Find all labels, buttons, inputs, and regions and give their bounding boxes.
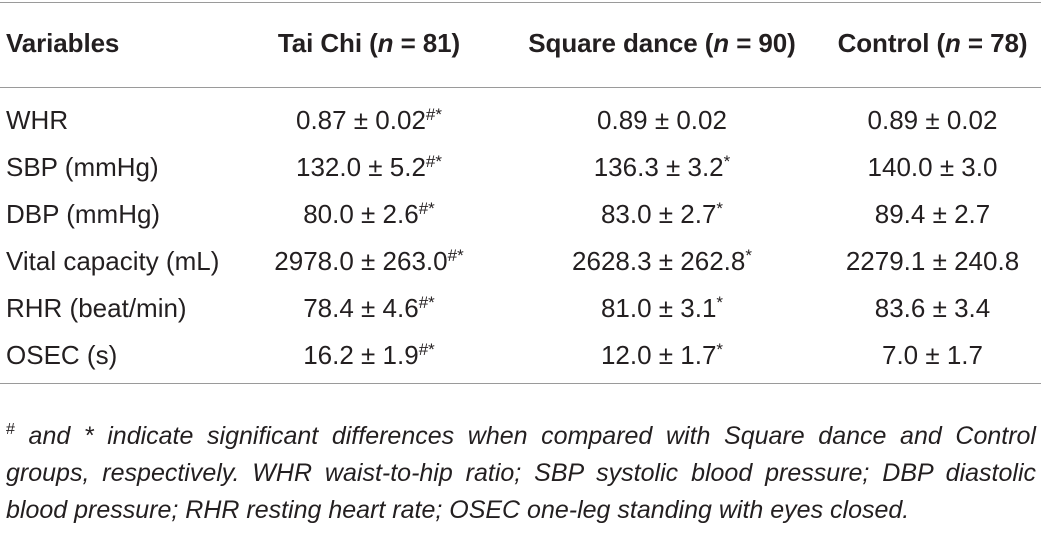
cell-square-dance: 136.3 ± 3.2* bbox=[500, 144, 824, 191]
significance-mark: #* bbox=[418, 199, 435, 218]
cell-variable: WHR bbox=[6, 105, 69, 135]
bottom-rule bbox=[0, 383, 1041, 384]
cell-value: 12.0 ± 1.7 bbox=[600, 340, 717, 370]
table-row: OSEC (s) 16.2 ± 1.9#* 12.0 ± 1.7* 7.0 ± … bbox=[0, 332, 1041, 379]
cell-value: 136.3 ± 3.2 bbox=[593, 152, 724, 182]
cell-tai-chi: 0.87 ± 0.02#* bbox=[238, 86, 500, 144]
cell-square-dance: 83.0 ± 2.7* bbox=[500, 191, 824, 238]
significance-mark: * bbox=[716, 199, 724, 218]
table-row: RHR (beat/min) 78.4 ± 4.6#* 81.0 ± 3.1* … bbox=[0, 285, 1041, 332]
cell-square-dance: 0.89 ± 0.02 bbox=[500, 86, 824, 144]
table-row: Vital capacity (mL) 2978.0 ± 263.0#* 262… bbox=[0, 238, 1041, 285]
cell-variable: DBP (mmHg) bbox=[6, 199, 161, 229]
header-rule bbox=[0, 87, 1041, 88]
footnote-text: and * indicate significant differences w… bbox=[6, 422, 1036, 524]
header-tai-chi-n: n bbox=[377, 27, 394, 58]
header-tai-chi: Tai Chi (n = 81) bbox=[238, 0, 500, 86]
table-footnote: # and * indicate significant differences… bbox=[6, 418, 1036, 529]
cell-control: 0.89 ± 0.02 bbox=[867, 105, 998, 135]
cell-square-dance: 12.0 ± 1.7* bbox=[500, 332, 824, 379]
top-rule bbox=[0, 2, 1041, 3]
cell-variable: SBP (mmHg) bbox=[6, 152, 159, 182]
cell-value: 2978.0 ± 263.0 bbox=[274, 246, 448, 276]
cell-variable: OSEC (s) bbox=[6, 340, 118, 370]
results-table: Variables Tai Chi (n = 81) Square dance … bbox=[0, 0, 1041, 379]
header-square-dance: Square dance (n = 90) bbox=[500, 0, 824, 86]
cell-square-dance: 2628.3 ± 262.8* bbox=[500, 238, 824, 285]
cell-value: 16.2 ± 1.9 bbox=[303, 340, 419, 370]
header-square-dance-n: n bbox=[713, 27, 730, 58]
cell-tai-chi: 80.0 ± 2.6#* bbox=[238, 191, 500, 238]
significance-mark: * bbox=[723, 152, 731, 171]
header-control-count: = 78) bbox=[960, 27, 1028, 58]
significance-mark: * bbox=[716, 293, 724, 312]
cell-control: 89.4 ± 2.7 bbox=[874, 199, 991, 229]
significance-mark: #* bbox=[425, 105, 442, 124]
cell-control: 83.6 ± 3.4 bbox=[874, 293, 991, 323]
cell-value: 2628.3 ± 262.8 bbox=[572, 246, 746, 276]
cell-control: 2279.1 ± 240.8 bbox=[845, 246, 1020, 276]
header-square-dance-label: Square dance ( bbox=[528, 27, 714, 58]
significance-mark: * bbox=[716, 340, 724, 359]
footnote-symbol: # bbox=[6, 421, 15, 438]
cell-tai-chi: 132.0 ± 5.2#* bbox=[238, 144, 500, 191]
header-variables: Variables bbox=[6, 27, 120, 58]
cell-variable: RHR (beat/min) bbox=[6, 293, 187, 323]
cell-value: 132.0 ± 5.2 bbox=[295, 152, 426, 182]
significance-mark: #* bbox=[418, 340, 435, 359]
header-row: Variables Tai Chi (n = 81) Square dance … bbox=[0, 0, 1041, 86]
significance-mark: * bbox=[745, 246, 752, 265]
header-control: Control (n = 78) bbox=[824, 0, 1041, 86]
cell-tai-chi: 2978.0 ± 263.0#* bbox=[238, 238, 500, 285]
header-control-label: Control ( bbox=[837, 27, 946, 58]
cell-value: 0.87 ± 0.02 bbox=[295, 105, 426, 135]
table-row: WHR 0.87 ± 0.02#* 0.89 ± 0.02 0.89 ± 0.0… bbox=[0, 86, 1041, 144]
cell-value: 80.0 ± 2.6 bbox=[303, 199, 419, 229]
cell-control: 7.0 ± 1.7 bbox=[881, 340, 983, 370]
cell-control: 140.0 ± 3.0 bbox=[867, 152, 998, 182]
header-tai-chi-count: = 81) bbox=[393, 27, 461, 58]
significance-mark: #* bbox=[425, 152, 442, 171]
cell-value: 0.89 ± 0.02 bbox=[597, 105, 727, 135]
header-control-n: n bbox=[945, 27, 961, 58]
header-square-dance-count: = 90) bbox=[729, 27, 796, 58]
cell-square-dance: 81.0 ± 3.1* bbox=[500, 285, 824, 332]
cell-value: 78.4 ± 4.6 bbox=[303, 293, 419, 323]
significance-mark: #* bbox=[447, 246, 464, 265]
cell-tai-chi: 78.4 ± 4.6#* bbox=[238, 285, 500, 332]
header-tai-chi-label: Tai Chi ( bbox=[277, 27, 378, 58]
cell-variable: Vital capacity (mL) bbox=[6, 246, 220, 276]
cell-value: 81.0 ± 3.1 bbox=[600, 293, 717, 323]
table-row: SBP (mmHg) 132.0 ± 5.2#* 136.3 ± 3.2* 14… bbox=[0, 144, 1041, 191]
cell-value: 83.0 ± 2.7 bbox=[600, 199, 717, 229]
table-row: DBP (mmHg) 80.0 ± 2.6#* 83.0 ± 2.7* 89.4… bbox=[0, 191, 1041, 238]
significance-mark: #* bbox=[418, 293, 435, 312]
cell-tai-chi: 16.2 ± 1.9#* bbox=[238, 332, 500, 379]
